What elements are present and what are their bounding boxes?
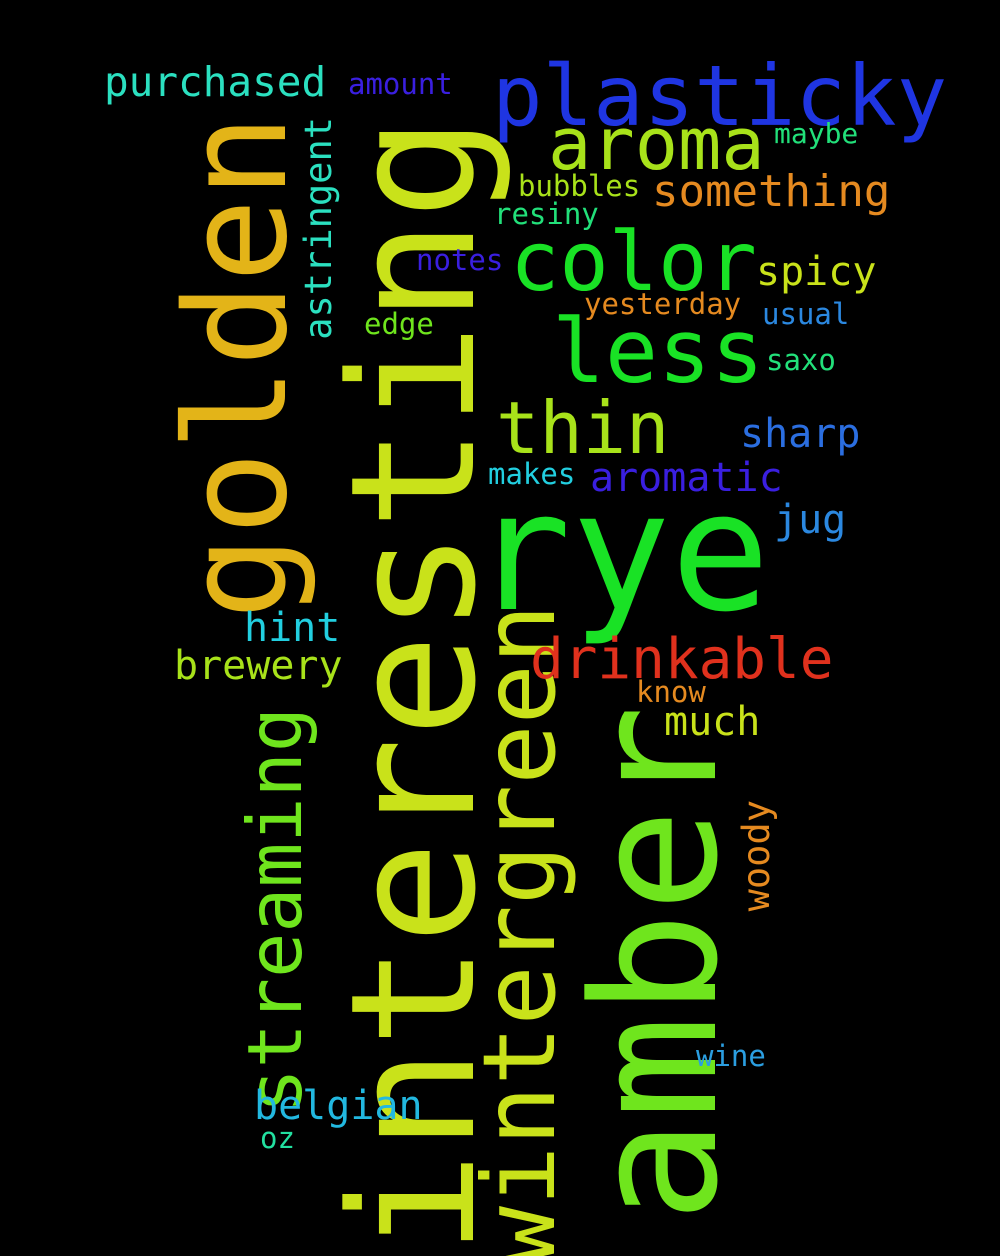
word-resiny: resiny bbox=[494, 197, 599, 231]
word-makes: makes bbox=[488, 457, 576, 491]
word-something: something bbox=[652, 166, 891, 217]
word-oz: oz bbox=[260, 1121, 295, 1155]
word-edge: edge bbox=[364, 307, 434, 341]
word-maybe: maybe bbox=[774, 117, 859, 150]
word-less: less bbox=[552, 300, 764, 403]
word-plasticky: plasticky bbox=[492, 47, 948, 145]
word-much: much bbox=[664, 699, 761, 745]
word-usual: usual bbox=[762, 297, 850, 331]
word-belgian: belgian bbox=[254, 1083, 423, 1129]
word-golden: golden bbox=[156, 114, 319, 620]
word-brewery: brewery bbox=[174, 643, 343, 689]
word-yesterday: yesterday bbox=[584, 287, 742, 321]
word-saxo: saxo bbox=[766, 343, 836, 377]
word-amount: amount bbox=[348, 67, 453, 101]
word-bubbles: bubbles bbox=[518, 169, 641, 203]
word-thin: thin bbox=[496, 386, 670, 470]
word-purchased: purchased bbox=[104, 58, 327, 106]
word-aromatic: aromatic bbox=[590, 455, 783, 501]
word-know: know bbox=[636, 675, 706, 709]
word-aroma: aroma bbox=[548, 102, 765, 186]
word-woody: woody bbox=[735, 800, 778, 912]
word-sharp: sharp bbox=[740, 411, 861, 457]
word-hint: hint bbox=[244, 605, 341, 651]
word-jug: jug bbox=[774, 497, 847, 543]
word-wine: wine bbox=[696, 1039, 766, 1073]
word-streaming: streaming bbox=[231, 707, 319, 1114]
word-amber: amber bbox=[555, 705, 756, 1223]
word-spicy: spicy bbox=[756, 249, 877, 295]
word-astringent: astringent bbox=[297, 117, 340, 340]
word-color: color bbox=[510, 215, 757, 310]
word-wintergreen: wintergreen bbox=[461, 604, 578, 1256]
word-drinkable: drinkable bbox=[530, 627, 834, 692]
word-rye: rye bbox=[472, 456, 771, 648]
word-notes: notes bbox=[416, 243, 504, 277]
